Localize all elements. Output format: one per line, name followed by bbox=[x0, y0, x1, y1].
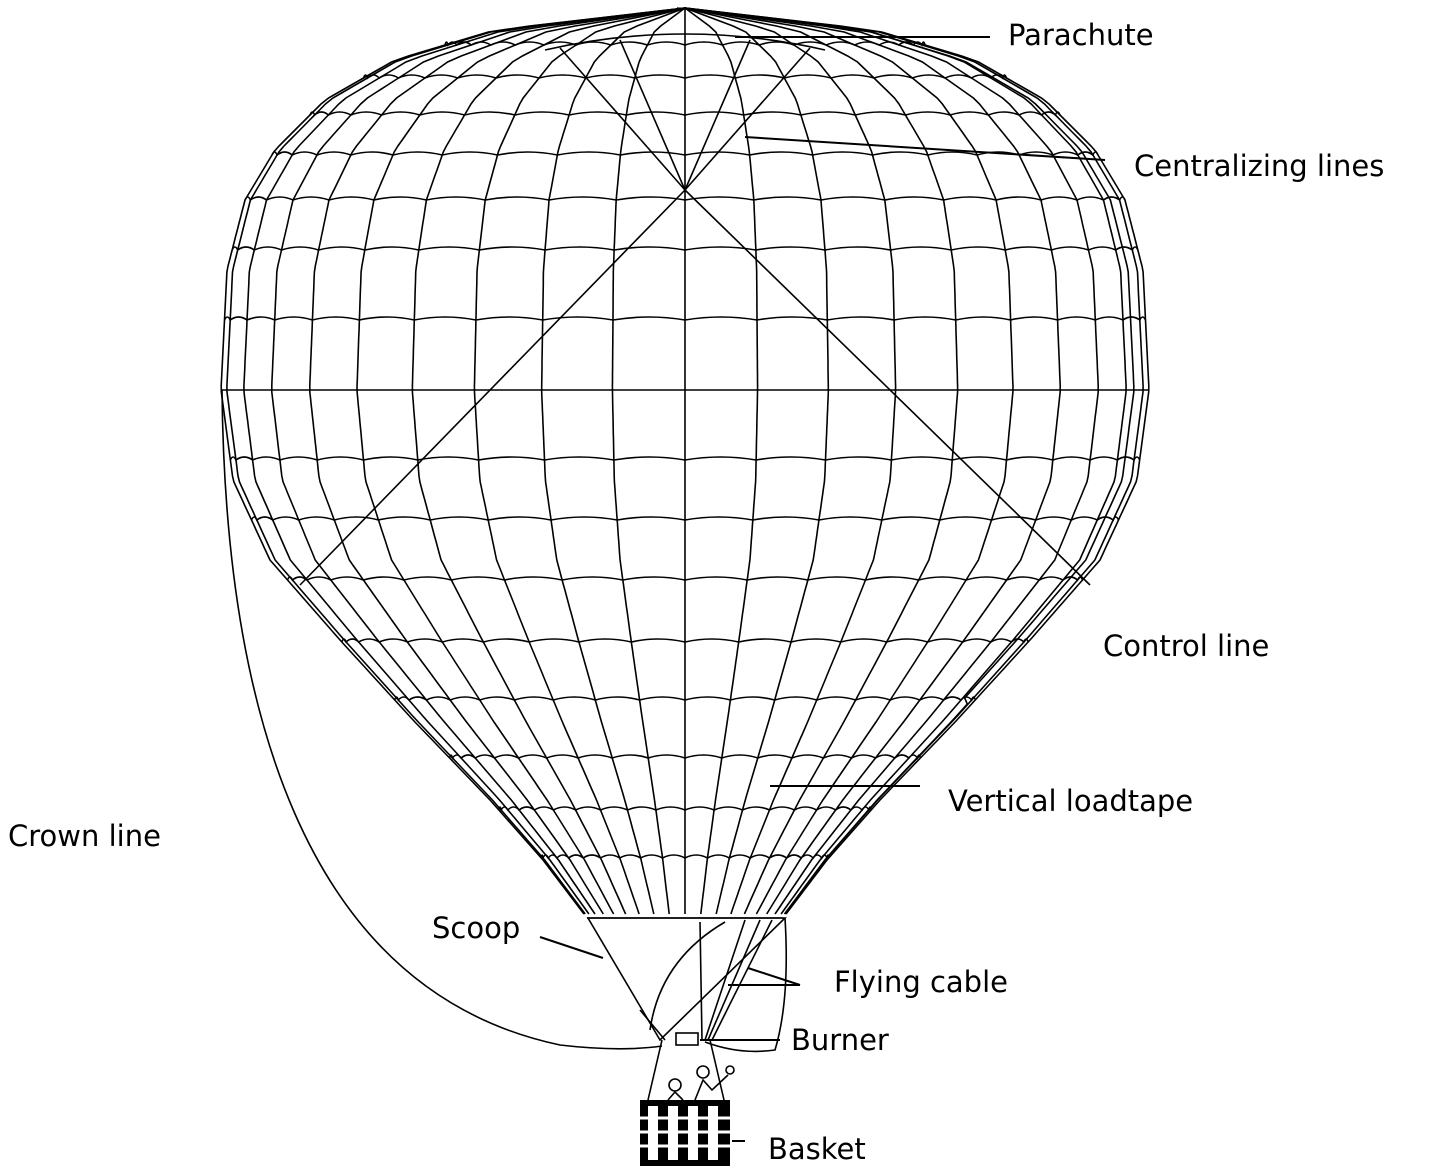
vertical-loadtape bbox=[227, 8, 685, 914]
vertical-loadtape bbox=[310, 8, 685, 914]
pilots bbox=[668, 1066, 734, 1100]
label: Crown line bbox=[8, 819, 161, 853]
label: Basket bbox=[768, 1132, 866, 1166]
vertical-loadtape bbox=[612, 8, 685, 914]
balloon-diagram: Parachute Centralizing lines Control lin… bbox=[0, 0, 1430, 1167]
envelope bbox=[221, 8, 1149, 918]
vertical-loadtape bbox=[685, 8, 1149, 914]
vertical-loadtape bbox=[221, 8, 685, 914]
vertical-loadtape bbox=[685, 8, 1060, 914]
flying-cables bbox=[640, 920, 772, 1100]
label: Vertical loadtape bbox=[948, 784, 1193, 818]
scoop bbox=[588, 918, 785, 1040]
label: Flying cable bbox=[834, 965, 1008, 999]
vertical-loadtape bbox=[474, 8, 685, 914]
vertical-loadtape bbox=[357, 8, 685, 914]
envelope-inner-edge bbox=[677, 8, 1134, 914]
burner bbox=[676, 1033, 698, 1045]
label: Parachute bbox=[1008, 18, 1154, 52]
label: Scoop bbox=[432, 911, 520, 945]
label: Control line bbox=[1103, 629, 1269, 663]
vertical-loadtape bbox=[685, 8, 758, 914]
label: Centralizing lines bbox=[1134, 149, 1384, 183]
basket bbox=[640, 1100, 730, 1166]
label: Burner bbox=[791, 1023, 889, 1057]
